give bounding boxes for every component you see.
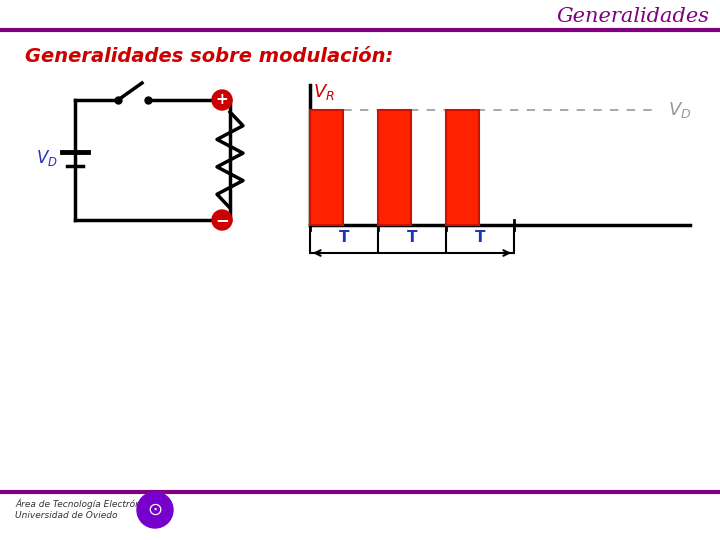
Circle shape bbox=[212, 90, 232, 110]
Text: Área de Tecnología Electrónica -: Área de Tecnología Electrónica - bbox=[15, 499, 160, 509]
Text: $V_D$: $V_D$ bbox=[668, 100, 691, 120]
Text: +: + bbox=[215, 91, 228, 106]
Text: Generalidades sobre modulación:: Generalidades sobre modulación: bbox=[25, 46, 393, 65]
Text: Generalidades: Generalidades bbox=[557, 6, 710, 25]
Text: −: − bbox=[215, 211, 229, 229]
Bar bbox=[446, 110, 479, 225]
Text: ⊙: ⊙ bbox=[148, 501, 163, 519]
Circle shape bbox=[137, 492, 173, 528]
Text: T: T bbox=[407, 230, 418, 245]
Text: Universidad de Oviedo: Universidad de Oviedo bbox=[15, 511, 117, 521]
Circle shape bbox=[212, 210, 232, 230]
Text: T: T bbox=[474, 230, 485, 245]
Bar bbox=[310, 110, 343, 225]
Text: $V_R$: $V_R$ bbox=[313, 82, 335, 102]
Bar bbox=[378, 110, 411, 225]
Text: T: T bbox=[338, 230, 349, 245]
Text: $V_D$: $V_D$ bbox=[36, 148, 58, 168]
